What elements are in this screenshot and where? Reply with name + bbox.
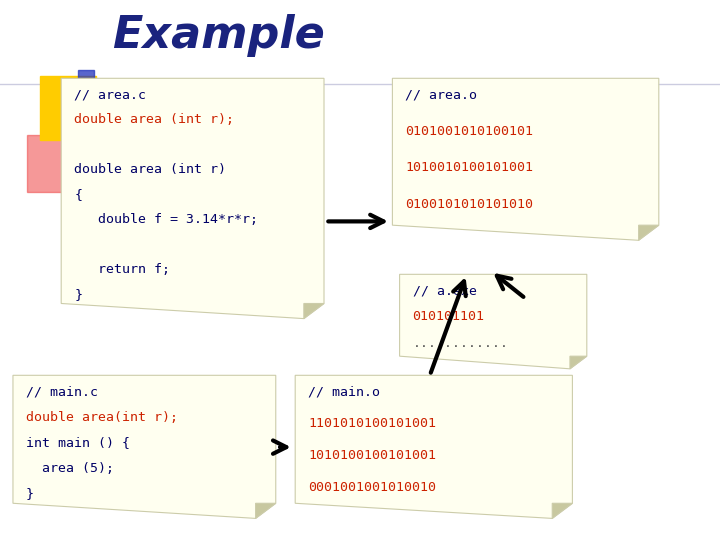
Polygon shape: [639, 225, 659, 240]
Text: Example: Example: [112, 14, 324, 57]
Text: area (5);: area (5);: [26, 462, 114, 475]
Polygon shape: [552, 503, 572, 518]
Text: double f = 3.14*r*r;: double f = 3.14*r*r;: [74, 213, 258, 226]
Text: }: }: [74, 288, 82, 301]
Bar: [40, 76, 96, 140]
Text: }: }: [26, 488, 34, 501]
Text: 010101101: 010101101: [413, 310, 485, 323]
Polygon shape: [256, 503, 276, 518]
Polygon shape: [13, 375, 276, 518]
Text: // area.o: // area.o: [405, 88, 477, 101]
Polygon shape: [400, 274, 587, 369]
Text: // area.c: // area.c: [74, 88, 146, 101]
Text: double area(int r);: double area(int r);: [26, 410, 178, 423]
Polygon shape: [570, 356, 587, 369]
Text: // main.c: // main.c: [26, 385, 98, 398]
Polygon shape: [392, 78, 659, 240]
Text: // a.exe: // a.exe: [413, 284, 477, 297]
Text: // main.o: // main.o: [308, 385, 380, 398]
Text: 0100101010101010: 0100101010101010: [405, 198, 534, 211]
Text: 1010100100101001: 1010100100101001: [308, 449, 436, 462]
Polygon shape: [61, 78, 324, 319]
Bar: [78, 70, 94, 197]
Polygon shape: [295, 375, 572, 518]
Text: return f;: return f;: [74, 263, 170, 276]
Text: {: {: [74, 188, 82, 201]
Text: double area (int r): double area (int r): [74, 163, 226, 176]
Text: 1010010100101001: 1010010100101001: [405, 161, 534, 174]
Text: int main () {: int main () {: [26, 436, 130, 449]
Polygon shape: [304, 303, 324, 319]
Text: ............: ............: [413, 337, 508, 350]
Text: 1101010100101001: 1101010100101001: [308, 417, 436, 430]
Text: 0001001001010010: 0001001001010010: [308, 481, 436, 494]
Text: 0101001010100101: 0101001010100101: [405, 125, 534, 138]
Text: double area (int r);: double area (int r);: [74, 113, 234, 126]
Bar: [27, 135, 99, 192]
